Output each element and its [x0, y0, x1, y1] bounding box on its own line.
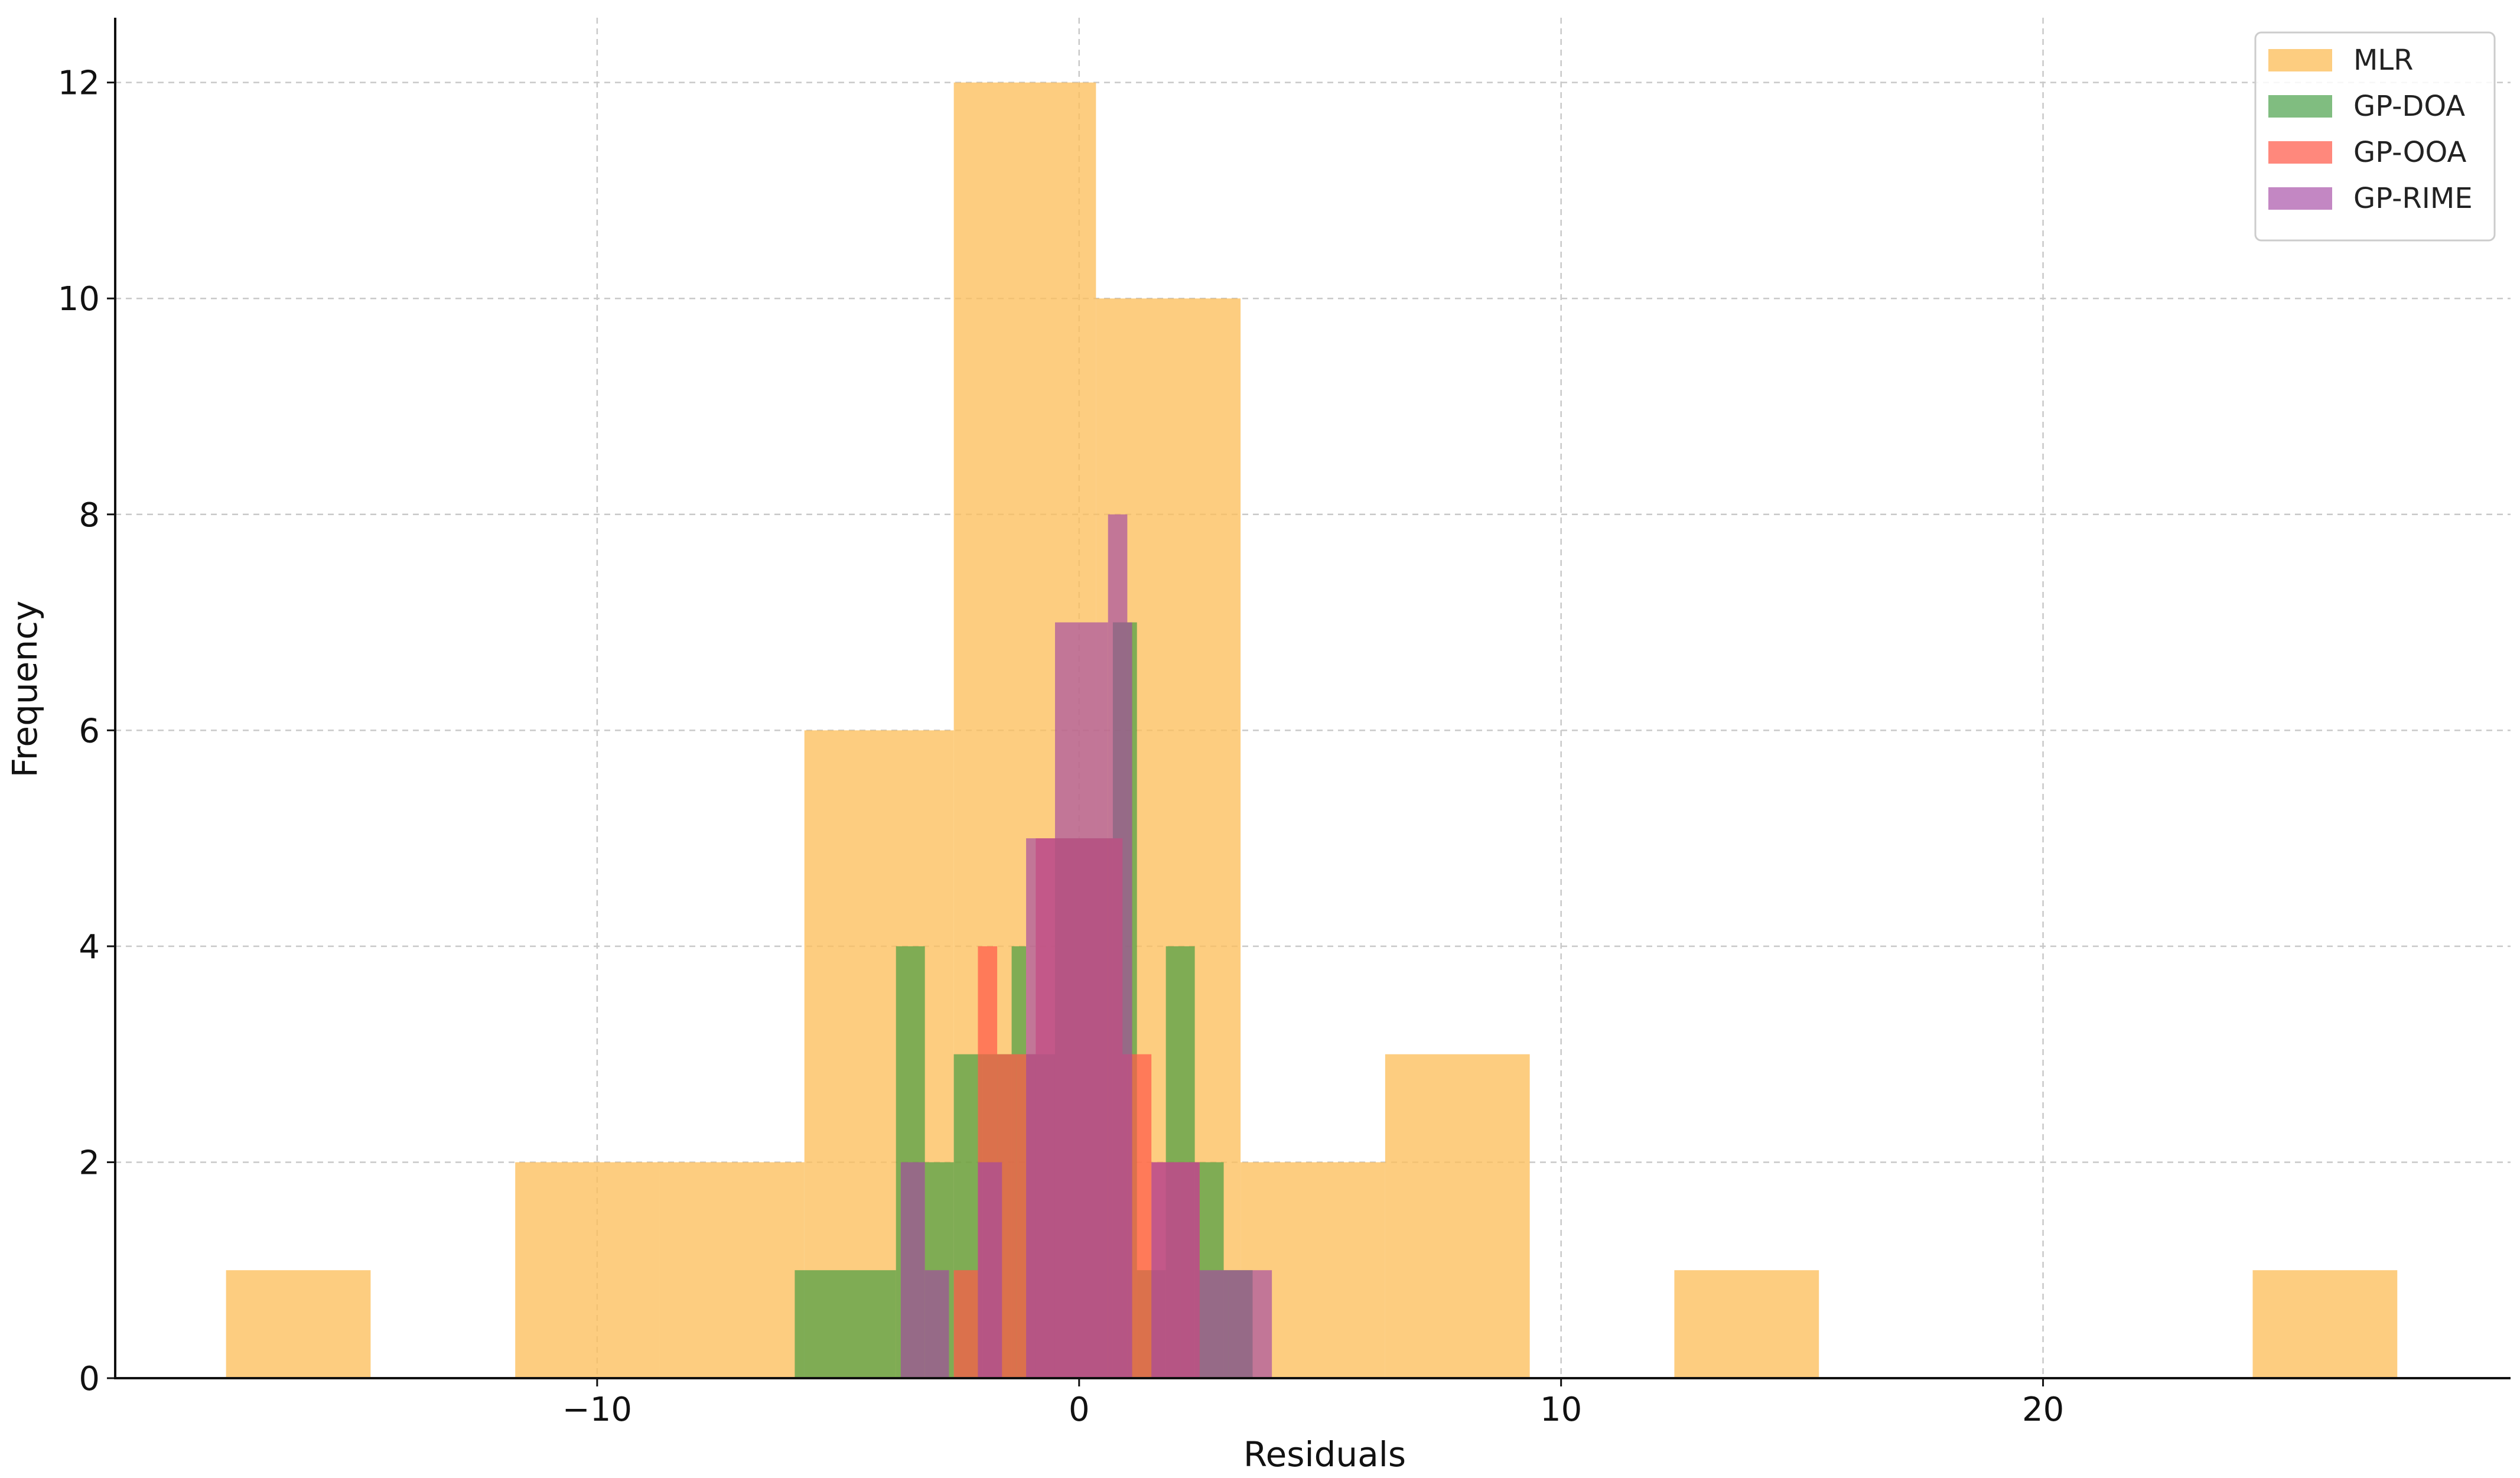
histogram-bar: [1108, 514, 1128, 1378]
y-tick-label: 6: [79, 712, 100, 750]
y-tick-label: 12: [58, 64, 100, 103]
legend-label: MLR: [2353, 44, 2414, 77]
histogram-bar: [924, 1270, 949, 1378]
x-tick-label: 10: [1540, 1391, 1582, 1429]
histogram-bar: [978, 1162, 1002, 1378]
histogram-bar: [795, 1270, 896, 1378]
y-tick-label: 8: [79, 496, 100, 535]
y-tick-label: 4: [79, 928, 100, 966]
histogram-bar: [900, 1162, 925, 1378]
series-gp-rime: [900, 514, 1272, 1378]
x-axis-title: Residuals: [1243, 1434, 1406, 1474]
histogram-bar: [659, 1162, 805, 1378]
y-axis-title: Frequency: [5, 601, 45, 778]
legend-label: GP-OOA: [2353, 136, 2466, 169]
histogram-bar: [2252, 1270, 2398, 1378]
y-tick-label: 0: [79, 1360, 100, 1398]
legend-swatch: [2268, 49, 2332, 71]
histogram-bar: [1127, 622, 1132, 1378]
legend-label: GP-RIME: [2353, 182, 2473, 215]
histogram-bar: [1026, 838, 1055, 1378]
histogram-bar: [226, 1270, 371, 1378]
x-tick-label: −10: [562, 1391, 632, 1429]
histogram-bar: [1054, 622, 1108, 1378]
histogram-bar: [1199, 1270, 1229, 1378]
histogram-bar: [953, 1270, 978, 1378]
histogram-bars: [226, 82, 2398, 1379]
legend: MLR GP-DOA GP-OOA GP-RIME: [2254, 31, 2496, 242]
histogram-bar: [1228, 1270, 1272, 1378]
y-tick-label: 10: [58, 280, 100, 318]
x-tick-label: 20: [2022, 1391, 2064, 1429]
legend-swatch: [2268, 141, 2332, 164]
legend-swatch: [2268, 187, 2332, 210]
histogram-bar: [1385, 1054, 1530, 1378]
y-tick-label: 2: [79, 1144, 100, 1182]
axes: −10 0 10 20 0 2 4 6 8 10 12: [58, 18, 2511, 1429]
legend-swatch: [2268, 95, 2332, 118]
legend-label: GP-DOA: [2353, 90, 2465, 123]
x-tick-label: 0: [1069, 1391, 1090, 1429]
histogram-bar: [1151, 1162, 1200, 1378]
histogram-bar: [1674, 1270, 1819, 1378]
histogram-bar: [515, 1162, 660, 1378]
